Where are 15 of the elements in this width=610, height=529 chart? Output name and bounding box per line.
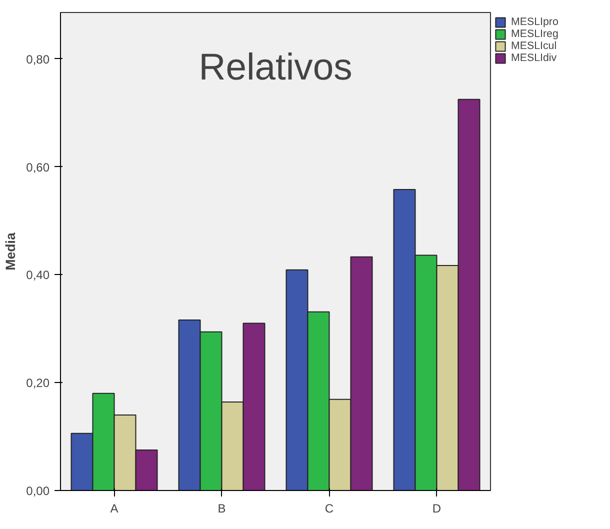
x-tick-label: A	[110, 502, 118, 516]
legend-label: MESLIpro	[511, 16, 558, 28]
x-tick-label: C	[324, 502, 334, 516]
text: Relativos	[198, 46, 352, 88]
y-tick-label: 0,60	[26, 160, 50, 174]
y-tick-label: 0,00	[26, 484, 50, 498]
x-tick-label: D	[432, 502, 442, 516]
x-tick-label: B	[218, 502, 226, 516]
legend-label: MESLIcul	[511, 40, 557, 52]
y-axis-title: Media	[3, 232, 18, 270]
y-tick-label: 0,80	[26, 52, 50, 66]
legend-label: MESLIreg	[511, 28, 558, 40]
legend-label: MESLIdiv	[511, 52, 557, 64]
y-tick-label: 0,20	[26, 376, 50, 390]
y-tick-label: 0,40	[26, 268, 50, 282]
